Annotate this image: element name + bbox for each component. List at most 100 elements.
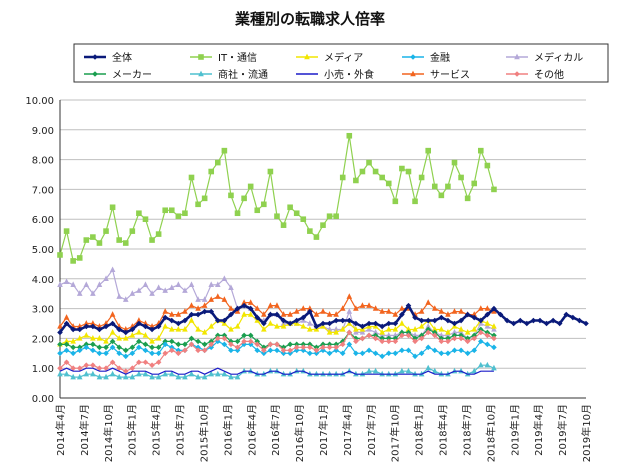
data-point xyxy=(385,338,392,345)
data-point xyxy=(280,317,287,324)
data-point xyxy=(96,335,103,341)
data-point xyxy=(418,323,425,329)
data-point xyxy=(57,370,63,377)
data-point xyxy=(122,240,129,246)
data-point xyxy=(320,320,326,327)
data-point xyxy=(175,326,182,332)
data-point xyxy=(524,320,530,327)
y-tick-label: 1.00 xyxy=(32,364,54,375)
data-point xyxy=(385,320,392,327)
data-point xyxy=(261,201,267,208)
legend-label: 商社・流通 xyxy=(218,68,268,81)
series-9 xyxy=(57,329,497,374)
data-point xyxy=(70,337,76,344)
x-tick-label: 2016年4月 xyxy=(245,404,258,456)
data-point xyxy=(425,364,431,371)
data-point xyxy=(471,367,478,374)
data-point xyxy=(372,168,379,175)
data-point xyxy=(208,308,215,315)
data-point xyxy=(57,350,63,357)
data-point xyxy=(188,281,195,287)
data-point xyxy=(392,332,399,338)
data-point xyxy=(109,311,116,317)
data-point xyxy=(234,347,241,354)
data-point xyxy=(267,168,274,175)
data-point xyxy=(412,198,418,205)
data-point xyxy=(201,329,208,335)
data-point xyxy=(83,344,90,351)
data-point xyxy=(478,329,484,336)
data-point xyxy=(451,308,458,314)
data-point xyxy=(464,311,471,318)
data-point xyxy=(287,341,293,348)
data-point xyxy=(215,293,221,299)
data-point xyxy=(320,347,326,354)
data-point xyxy=(300,216,307,222)
data-point xyxy=(188,311,195,318)
data-point xyxy=(339,317,346,324)
data-point xyxy=(254,305,261,311)
data-point xyxy=(182,317,188,324)
data-point xyxy=(464,329,471,335)
data-point xyxy=(155,323,162,330)
data-point xyxy=(109,266,116,273)
data-point xyxy=(162,207,168,214)
data-point xyxy=(353,320,359,327)
legend-item: メーカー xyxy=(84,69,152,81)
data-point xyxy=(90,341,96,348)
data-point xyxy=(83,323,90,330)
data-point xyxy=(129,365,136,371)
data-point xyxy=(359,302,366,308)
data-point xyxy=(162,338,168,345)
data-point xyxy=(425,329,431,336)
data-point xyxy=(109,344,116,351)
series-line xyxy=(59,367,494,375)
data-point xyxy=(129,228,136,234)
data-point xyxy=(261,326,267,332)
data-point xyxy=(122,329,129,336)
data-point xyxy=(228,347,234,354)
data-point xyxy=(353,338,359,345)
data-point xyxy=(438,192,445,199)
data-point xyxy=(109,329,116,335)
data-point xyxy=(90,362,96,369)
data-point xyxy=(293,210,300,217)
data-point xyxy=(307,320,313,326)
data-point xyxy=(175,373,182,380)
data-point xyxy=(576,317,583,324)
data-point xyxy=(307,305,313,311)
y-tick-label: 5.00 xyxy=(32,245,54,256)
data-point xyxy=(182,373,188,380)
data-point xyxy=(431,305,438,311)
data-point xyxy=(280,344,287,351)
data-point xyxy=(451,332,458,339)
data-point xyxy=(425,344,431,351)
data-point xyxy=(353,305,359,311)
data-point xyxy=(484,305,491,311)
data-point xyxy=(116,237,122,243)
data-point xyxy=(484,329,491,336)
data-point xyxy=(129,290,136,296)
data-point xyxy=(188,174,195,181)
legend-item: メディカル xyxy=(506,51,583,64)
data-point xyxy=(458,326,464,332)
data-point xyxy=(267,311,274,318)
data-point xyxy=(418,174,425,181)
data-point xyxy=(313,370,320,377)
data-point xyxy=(320,222,326,228)
data-point xyxy=(293,308,300,314)
data-point xyxy=(366,326,372,332)
data-point xyxy=(379,338,385,345)
y-tick-label: 6.00 xyxy=(32,215,54,226)
data-point xyxy=(215,281,221,287)
data-point xyxy=(464,335,471,342)
x-tick-label: 2017年4月 xyxy=(341,404,354,456)
data-point xyxy=(215,317,221,324)
data-point xyxy=(307,344,313,351)
data-point xyxy=(103,275,109,281)
data-point xyxy=(484,341,491,348)
data-point xyxy=(346,317,353,324)
data-point xyxy=(583,320,589,327)
data-point xyxy=(109,370,116,377)
data-point xyxy=(201,373,208,380)
